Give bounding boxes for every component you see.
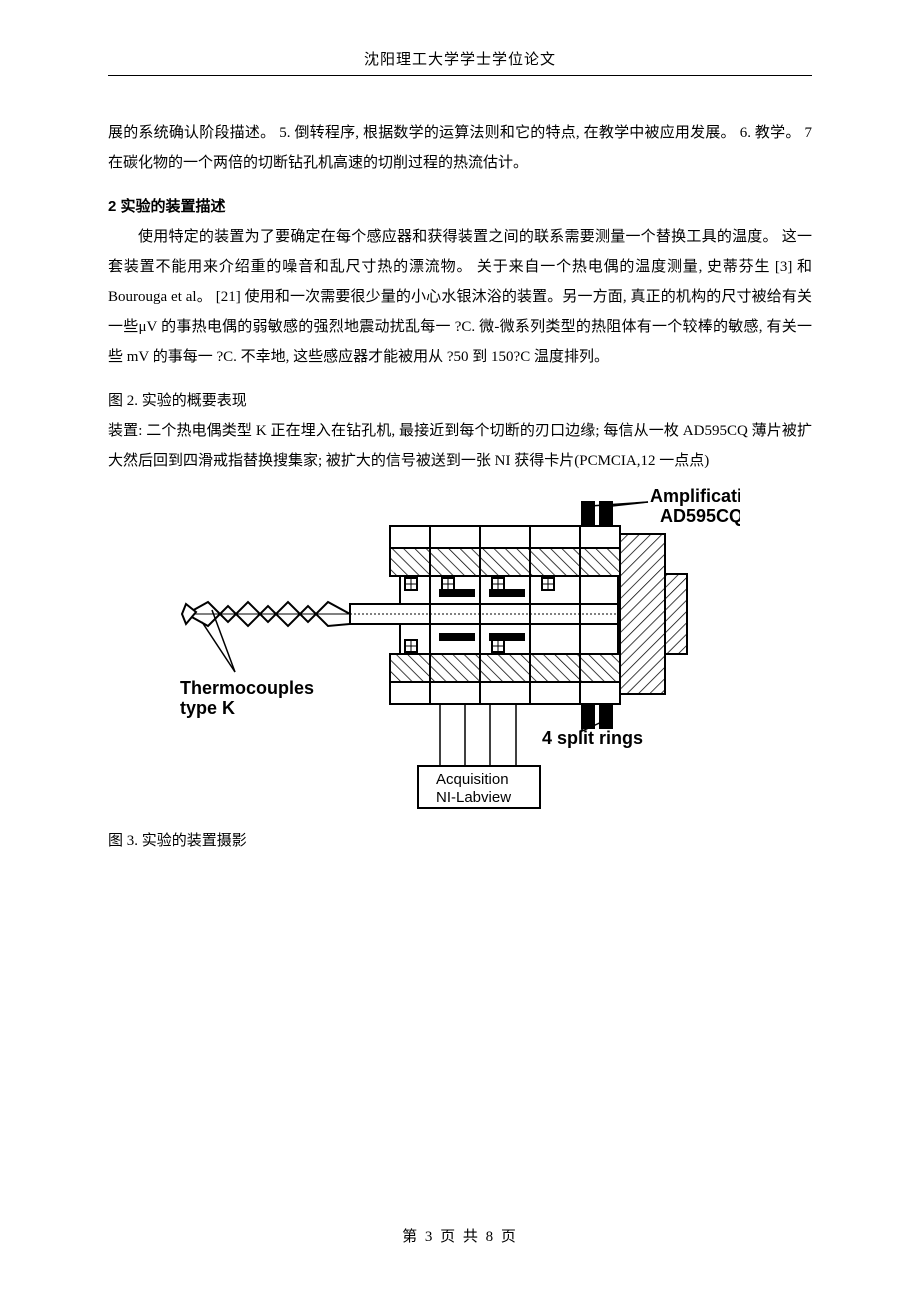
label-amplification-1: Amplification <box>650 486 740 506</box>
figure-3-caption: 图 3. 实验的装置摄影 <box>108 826 812 856</box>
figure-diagram: Amplification AD595CQ Thermocouples type… <box>180 484 740 814</box>
label-thermocouples-2: type K <box>180 698 235 718</box>
paragraph-section2: 使用特定的装置为了要确定在每个感应器和获得装置之间的联系需要测量一个替换工具的温… <box>108 222 812 372</box>
figure-2-caption: 图 2. 实验的概要表现 <box>108 386 812 416</box>
label-thermocouples-1: Thermocouples <box>180 678 314 698</box>
label-acquisition-1: Acquisition <box>436 771 509 788</box>
label-amplification-2: AD595CQ <box>660 506 740 526</box>
label-acquisition-2: NI-Labview <box>436 789 511 806</box>
page-header: 沈阳理工大学学士学位论文 <box>108 48 812 76</box>
paragraph-device: 装置: 二个热电偶类型 K 正在埋入在钻孔机, 最接近到每个切断的刃口边缘; 每… <box>108 416 812 476</box>
section-2-title: 2 实验的装置描述 <box>108 192 812 222</box>
paragraph-intro-cont: 展的系统确认阶段描述。 5. 倒转程序, 根据数学的运算法则和它的特点, 在教学… <box>108 118 812 178</box>
label-split-rings: 4 split rings <box>542 728 643 748</box>
page-footer: 第 3 页 共 8 页 <box>0 1225 920 1246</box>
